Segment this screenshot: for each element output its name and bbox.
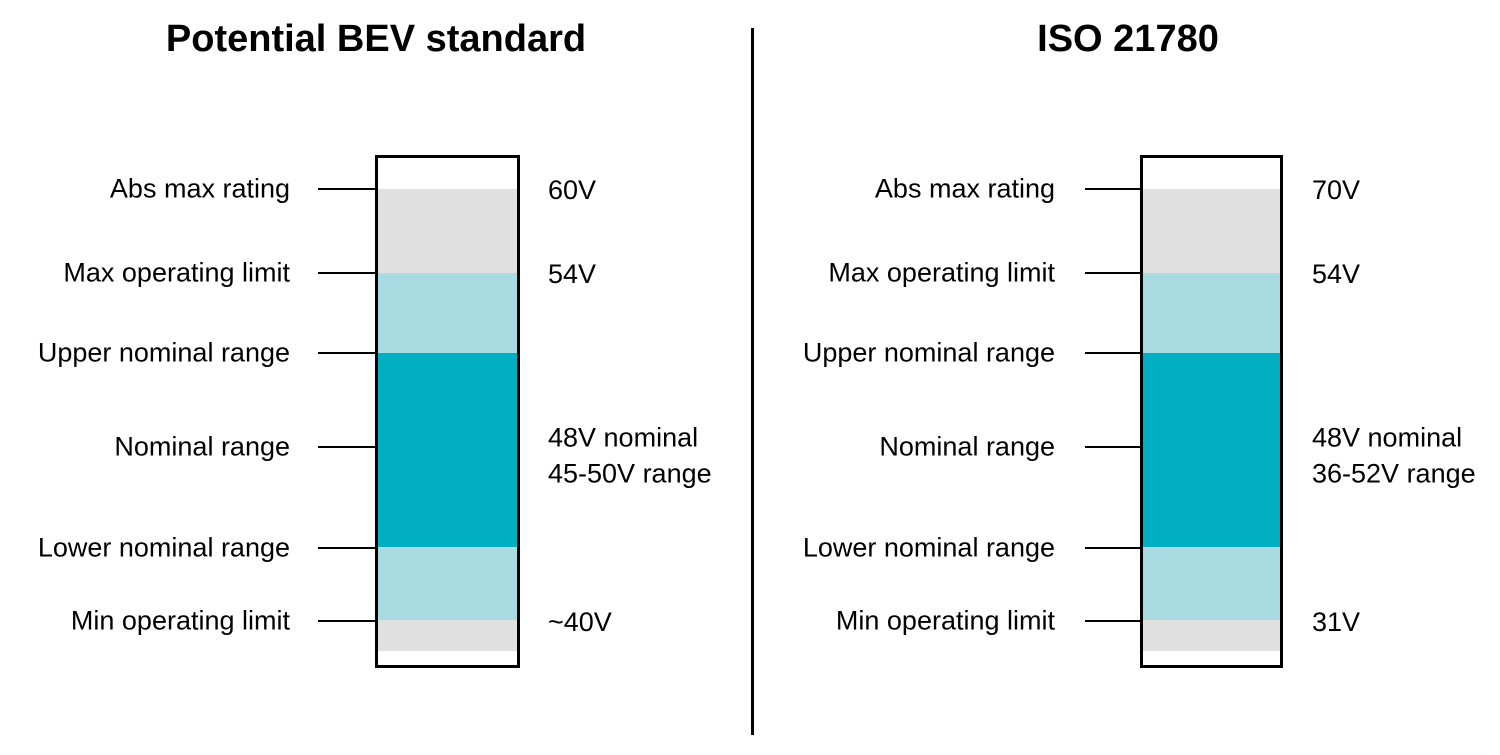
bar-segment-bottom-white bbox=[378, 651, 517, 665]
band-label-nominal: Nominal range bbox=[879, 431, 1055, 462]
tick-line-max-operating bbox=[1085, 272, 1140, 274]
bar-segment-upper-operating-zone bbox=[378, 273, 517, 353]
bar-segment-min-zone bbox=[378, 620, 517, 651]
value-max-operating: 54V bbox=[548, 258, 597, 289]
bar-segment-nominal-range bbox=[378, 353, 517, 547]
voltage-bar bbox=[375, 155, 520, 668]
band-label-min-operating: Min operating limit bbox=[835, 605, 1055, 636]
panel-title: ISO 21780 bbox=[1037, 18, 1219, 60]
center-divider bbox=[751, 28, 754, 735]
tick-line-nominal bbox=[318, 446, 375, 448]
bar-segment-abs-max-zone bbox=[1143, 189, 1280, 273]
band-label-max-operating: Max operating limit bbox=[828, 257, 1055, 288]
tick-line-upper-nominal bbox=[318, 352, 375, 354]
tick-line-abs-max bbox=[318, 188, 375, 190]
panel-potential-bev: Potential BEV standard Abs max rating Ma… bbox=[37, 18, 712, 668]
bar-segment-nominal-range bbox=[1143, 353, 1280, 547]
panel-iso-21780: ISO 21780 Abs max rating Max operating l… bbox=[756, 0, 1500, 755]
value-nominal-range: 48V nominal 45-50V range bbox=[548, 422, 712, 489]
bar-segment-min-zone bbox=[1143, 620, 1280, 651]
tick-line-lower-nominal bbox=[1085, 547, 1140, 549]
bar-segment-abs-max-zone bbox=[378, 189, 517, 273]
tick-line-lower-nominal bbox=[318, 547, 375, 549]
tick-line-max-operating bbox=[318, 272, 375, 274]
tick-line-min-operating bbox=[318, 620, 375, 622]
band-label-min-operating: Min operating limit bbox=[70, 605, 290, 636]
voltage-bar bbox=[1140, 155, 1283, 668]
bar-segment-top-white bbox=[1143, 158, 1280, 189]
band-label-nominal: Nominal range bbox=[114, 431, 290, 462]
band-label-abs-max: Abs max rating bbox=[109, 173, 290, 204]
band-label-upper-nominal: Upper nominal range bbox=[802, 337, 1055, 368]
band-label-lower-nominal: Lower nominal range bbox=[37, 532, 290, 563]
value-abs-max: 60V bbox=[548, 174, 597, 205]
band-label-abs-max: Abs max rating bbox=[874, 173, 1055, 204]
value-min-operating: 31V bbox=[1312, 606, 1361, 637]
value-abs-max: 70V bbox=[1312, 174, 1361, 205]
band-label-upper-nominal: Upper nominal range bbox=[37, 337, 290, 368]
value-min-operating: ~40V bbox=[548, 606, 612, 637]
value-nominal-range: 48V nominal 36-52V range bbox=[1312, 422, 1476, 489]
tick-line-nominal bbox=[1085, 446, 1140, 448]
band-label-lower-nominal: Lower nominal range bbox=[802, 532, 1055, 563]
bar-segment-lower-operating-zone bbox=[1143, 547, 1280, 620]
bar-segment-lower-operating-zone bbox=[378, 547, 517, 620]
band-label-max-operating: Max operating limit bbox=[63, 257, 290, 288]
tick-line-abs-max bbox=[1085, 188, 1140, 190]
bar-segment-bottom-white bbox=[1143, 651, 1280, 665]
panel-title: Potential BEV standard bbox=[165, 18, 587, 60]
tick-line-min-operating bbox=[1085, 620, 1140, 622]
value-max-operating: 54V bbox=[1312, 258, 1361, 289]
tick-line-upper-nominal bbox=[1085, 352, 1140, 354]
bar-segment-upper-operating-zone bbox=[1143, 273, 1280, 353]
bar-segment-top-white bbox=[378, 158, 517, 189]
